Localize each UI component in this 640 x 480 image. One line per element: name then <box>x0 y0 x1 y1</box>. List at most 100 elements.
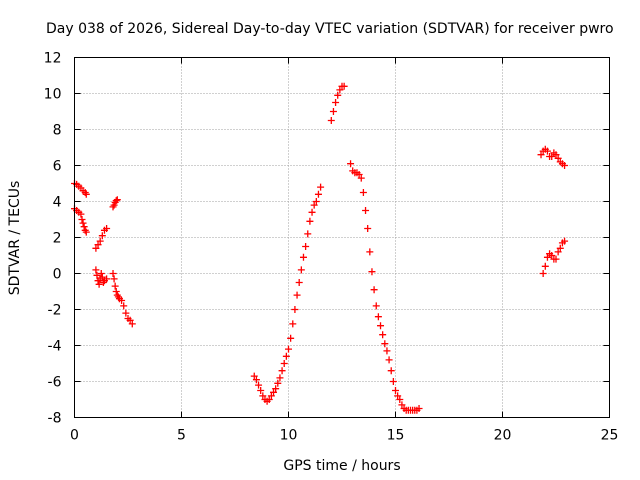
data-point <box>548 252 556 259</box>
data-point <box>79 219 87 227</box>
y-tick-label: 8 <box>53 123 62 139</box>
data-point <box>355 171 363 178</box>
x-tick-label: 5 <box>177 428 186 444</box>
data-point <box>370 286 378 294</box>
data-point <box>285 345 292 353</box>
data-point <box>120 302 128 310</box>
y-axis-title: SDTVAR / TECUs <box>7 181 23 296</box>
data-point <box>336 86 344 94</box>
data-point <box>396 396 404 403</box>
y-tick-label: 12 <box>44 51 62 67</box>
data-point <box>389 378 397 385</box>
data-point <box>314 190 322 198</box>
data-point <box>78 216 86 223</box>
data-point <box>276 374 284 382</box>
data-point <box>415 405 423 412</box>
series-seg-j <box>537 145 569 169</box>
data-point <box>554 154 562 162</box>
data-point <box>267 392 275 400</box>
series-seg-g <box>250 183 325 405</box>
y-tick-label: 2 <box>53 231 62 247</box>
data-point <box>278 367 286 375</box>
grid <box>74 57 610 418</box>
data-point <box>112 288 120 295</box>
y-tick-label: 4 <box>53 195 62 211</box>
data-point <box>97 270 105 277</box>
data-point <box>383 347 391 355</box>
data-point <box>556 244 564 252</box>
data-point <box>82 190 90 198</box>
data-point <box>297 266 305 274</box>
x-tick-label: 10 <box>280 428 298 444</box>
data-point <box>340 82 348 90</box>
data-point <box>98 232 106 240</box>
chart-title: Day 038 of 2026, Sidereal Day-to-day VTE… <box>46 21 614 37</box>
data-point <box>327 117 335 124</box>
data-point <box>103 275 111 283</box>
data-point <box>561 237 569 245</box>
y-tick-label: -2 <box>48 303 62 319</box>
series-seg-e <box>109 196 121 211</box>
data-point <box>126 316 134 324</box>
data-point <box>299 253 307 261</box>
data-point <box>539 270 547 277</box>
data-point <box>111 282 119 290</box>
data-point <box>113 196 121 204</box>
data-point <box>394 392 402 400</box>
series-seg-f <box>109 270 136 328</box>
data-point <box>98 273 106 281</box>
data-point <box>94 241 102 249</box>
y-tick-label: -6 <box>48 375 62 391</box>
y-tick-label: -4 <box>48 339 62 355</box>
data-point <box>289 320 297 328</box>
series-seg-h <box>327 82 348 124</box>
data-point <box>95 280 103 288</box>
data-point <box>274 379 282 387</box>
data-point <box>265 396 273 403</box>
data-point <box>561 162 569 169</box>
data-point <box>543 253 551 261</box>
data-point <box>366 248 374 256</box>
data-point <box>252 376 260 384</box>
data-point <box>310 201 318 209</box>
data-point <box>362 207 370 214</box>
data-point <box>537 151 545 159</box>
x-axis-title: GPS time / hours <box>283 458 400 474</box>
x-tick-label: 20 <box>494 428 512 444</box>
data-point <box>112 197 120 205</box>
data-point <box>103 225 111 232</box>
data-point <box>82 228 90 236</box>
data-point <box>332 99 340 106</box>
series-seg-i <box>347 160 423 414</box>
data-points <box>71 82 569 414</box>
data-point <box>92 266 100 274</box>
data-point <box>282 352 290 360</box>
data-point <box>80 223 88 231</box>
data-point <box>295 279 303 286</box>
data-point <box>287 334 295 342</box>
series-seg-c <box>92 225 111 252</box>
data-point <box>334 91 342 99</box>
series-seg-k <box>539 237 569 277</box>
data-point <box>291 306 299 313</box>
data-point <box>552 151 560 159</box>
series-seg-a <box>71 180 90 198</box>
data-point <box>77 210 85 218</box>
plot-frame <box>74 57 610 418</box>
data-point <box>541 262 549 270</box>
data-point <box>372 302 380 310</box>
data-point <box>304 230 312 238</box>
data-point <box>257 387 265 394</box>
data-point <box>392 387 399 394</box>
data-point <box>99 279 107 286</box>
data-point <box>128 320 136 328</box>
data-point <box>118 297 126 304</box>
y-tick-label: 0 <box>53 267 62 283</box>
data-point <box>364 225 372 232</box>
data-point <box>306 217 314 225</box>
data-point <box>385 356 393 364</box>
data-point <box>387 367 395 375</box>
data-point <box>379 331 387 339</box>
data-point <box>270 388 278 396</box>
